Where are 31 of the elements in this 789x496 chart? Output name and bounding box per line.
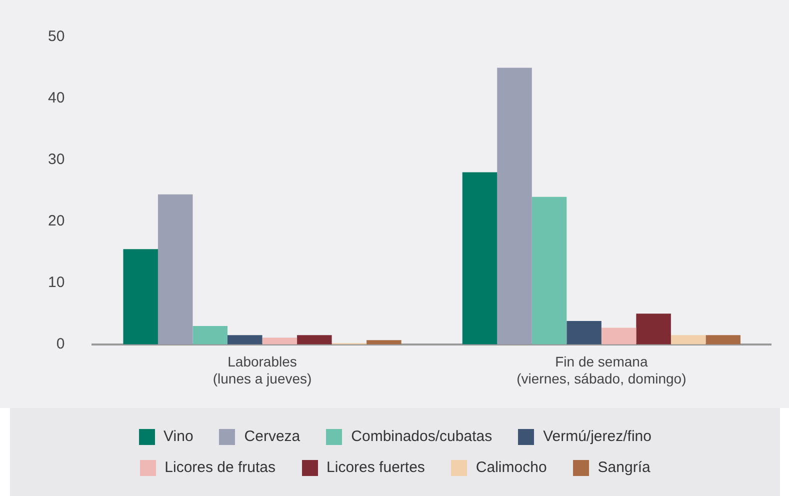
y-tick-label: 0 (56, 336, 65, 353)
legend-label: Licores de frutas (164, 459, 276, 476)
bar (158, 194, 193, 344)
bar (670, 335, 706, 344)
bar (497, 68, 532, 344)
y-tick-label: 30 (48, 151, 65, 168)
legend-label: Vermú/jerez/fino (543, 428, 652, 445)
bar (262, 338, 298, 344)
legend-label: Calimocho (476, 459, 547, 476)
bar (566, 321, 602, 344)
bar (532, 196, 567, 344)
legend-label: Licores fuertes (326, 459, 425, 476)
bar (228, 335, 262, 344)
y-tick-label: 40 (48, 90, 65, 107)
bar (462, 172, 498, 344)
bar (366, 340, 402, 344)
bar (123, 249, 158, 344)
bar (601, 328, 636, 344)
bar (706, 335, 740, 344)
legend-label: Vino (164, 428, 194, 445)
x-tick-label: Fin de semana (viernes, sábado, domingo) (516, 354, 686, 386)
y-tick-label: 10 (48, 274, 65, 292)
legend-label: Cerveza (244, 428, 300, 445)
legend-label: Combinados/cubatas (351, 428, 492, 445)
y-tick-label: 50 (48, 28, 65, 46)
bar (192, 326, 228, 344)
bar (297, 335, 332, 344)
y-tick-label: 20 (48, 212, 65, 230)
bar (636, 314, 671, 344)
legend-label: Sangría (598, 459, 650, 476)
x-tick-label: Laborables (lunes a jueves) (212, 354, 312, 386)
